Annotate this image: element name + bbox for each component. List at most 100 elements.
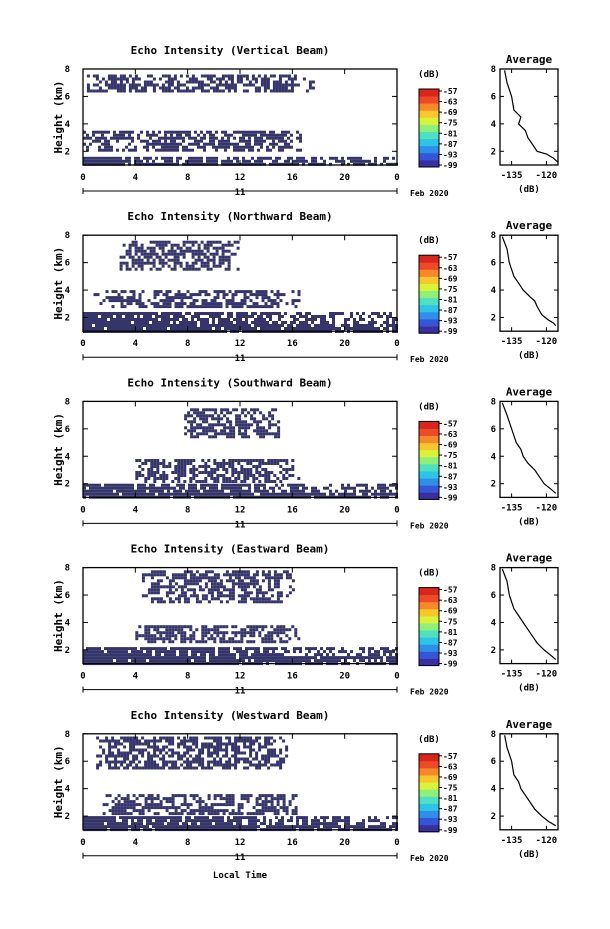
echo-cell <box>359 327 362 330</box>
echo-cell <box>209 486 212 490</box>
echo-cell <box>177 757 181 761</box>
echo-cell <box>131 489 134 493</box>
echo-cell <box>204 631 208 635</box>
echo-cell <box>291 302 295 306</box>
echo-cell <box>215 264 219 268</box>
echo-cell <box>117 754 121 758</box>
echo-cell <box>218 139 221 143</box>
echo-cell <box>203 89 207 93</box>
echo-cell <box>263 318 266 321</box>
echo-cell <box>266 133 269 137</box>
echo-cell <box>233 89 237 93</box>
echo-cell <box>195 739 199 743</box>
echo-cell <box>228 637 232 641</box>
echo-cell <box>132 794 136 798</box>
echo-cell <box>218 659 221 663</box>
echo-cell <box>230 315 233 318</box>
echo-cell <box>182 486 185 490</box>
echo-cell <box>290 659 293 663</box>
echo-cell <box>281 74 285 78</box>
echo-cell <box>167 249 171 253</box>
echo-cell <box>147 628 151 632</box>
echo-cell <box>219 739 223 743</box>
echo-cell <box>231 809 235 813</box>
echo-cell <box>126 794 130 798</box>
echo-cell <box>224 162 227 166</box>
echo-cell <box>275 89 279 93</box>
echo-cell <box>287 162 290 166</box>
echo-cell <box>210 742 214 746</box>
echo-cell <box>167 315 170 318</box>
y-tick-label: 6 <box>65 259 70 269</box>
echo-cell <box>182 145 185 149</box>
echo-cell <box>230 324 233 327</box>
echo-cell <box>227 653 230 657</box>
echo-cell <box>285 809 289 813</box>
echo-cell <box>135 634 139 638</box>
echo-cell <box>257 89 261 93</box>
echo-cell <box>197 315 200 318</box>
echo-cell <box>260 492 263 496</box>
echo-cell <box>233 142 236 146</box>
echo-cell <box>131 324 134 327</box>
echo-cell <box>281 656 284 660</box>
echo-cell <box>236 246 240 250</box>
echo-cell <box>242 133 245 137</box>
profile-y-tick-label: 8 <box>491 564 496 574</box>
echo-cell <box>248 159 251 163</box>
echo-cell <box>256 408 260 412</box>
echo-cell <box>167 240 171 244</box>
echo-cell <box>159 766 163 770</box>
echo-cell <box>221 492 224 496</box>
echo-cell <box>114 812 118 816</box>
echo-cell <box>185 650 188 654</box>
echo-cell <box>243 634 247 638</box>
echo-cell <box>227 650 230 654</box>
echo-cell <box>146 656 149 660</box>
echo-cell <box>256 426 260 430</box>
echo-cell <box>125 136 128 140</box>
echo-cell <box>215 659 218 663</box>
echo-cell <box>171 763 175 767</box>
echo-cell <box>161 240 165 244</box>
echo-cell <box>185 312 188 315</box>
echo-cell <box>302 324 305 327</box>
echo-cell <box>214 423 218 427</box>
echo-cell <box>104 130 107 134</box>
echo-cell <box>236 130 239 134</box>
echo-cell <box>188 156 191 160</box>
echo-cell <box>228 302 232 306</box>
echo-cell <box>135 459 139 462</box>
echo-cell <box>117 751 121 755</box>
echo-cell <box>158 321 161 324</box>
echo-cell <box>207 591 211 595</box>
echo-cell <box>296 312 299 315</box>
echo-cell <box>251 315 254 318</box>
echo-cell <box>267 576 271 580</box>
echo-cell <box>248 142 251 146</box>
echo-cell <box>190 423 194 427</box>
echo-cell <box>170 486 173 490</box>
echo-cell <box>263 327 266 330</box>
echo-cell <box>228 812 232 816</box>
echo-cell <box>278 162 281 166</box>
echo-cell <box>234 812 238 816</box>
echo-cell <box>245 145 248 149</box>
x-tick-label: 12 <box>235 505 246 515</box>
echo-cell <box>138 293 142 297</box>
echo-cell <box>149 312 152 315</box>
echo-cell <box>201 760 205 764</box>
echo-cell <box>107 139 110 143</box>
echo-cell <box>177 766 181 770</box>
echo-cell <box>242 74 246 78</box>
echo-cell <box>269 148 272 152</box>
echo-cell <box>122 819 125 823</box>
echo-cell <box>243 459 247 462</box>
echo-cell <box>143 483 146 487</box>
echo-cell <box>158 324 161 327</box>
echo-cell <box>204 468 208 471</box>
echo-cell <box>278 77 282 81</box>
echo-cell <box>227 159 230 163</box>
echo-cell <box>279 631 283 635</box>
echo-cell <box>149 486 152 490</box>
